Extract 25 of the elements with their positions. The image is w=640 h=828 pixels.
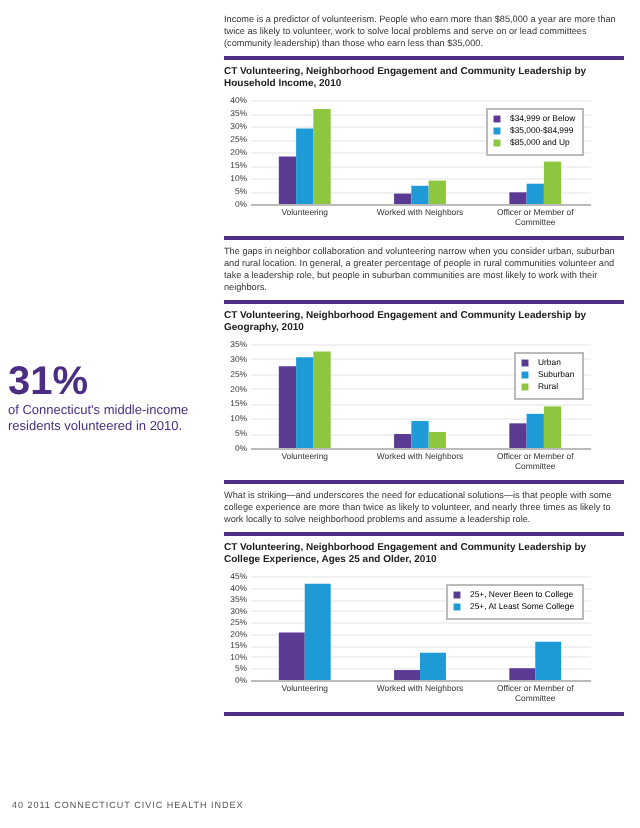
bar: [526, 413, 544, 448]
bar: [428, 431, 446, 448]
bar: [304, 583, 331, 680]
bar: [394, 670, 420, 680]
bar: [535, 641, 562, 680]
bar: [509, 423, 527, 448]
bar: [526, 183, 544, 204]
bar: [411, 185, 429, 204]
bar: [278, 366, 297, 448]
bar: [313, 109, 331, 204]
bar: [509, 668, 536, 680]
bar: [394, 193, 412, 204]
bar: [278, 632, 305, 680]
text: 31%: [8, 360, 91, 404]
bar: [394, 434, 412, 448]
bar: [278, 156, 297, 204]
bar: [296, 357, 314, 448]
bar: [509, 192, 527, 204]
bar: [296, 128, 314, 204]
bar: [411, 420, 429, 448]
bar: [543, 161, 562, 204]
bar: [543, 406, 562, 448]
bar: [420, 652, 446, 680]
bar: [313, 351, 331, 448]
bar: [428, 180, 446, 204]
